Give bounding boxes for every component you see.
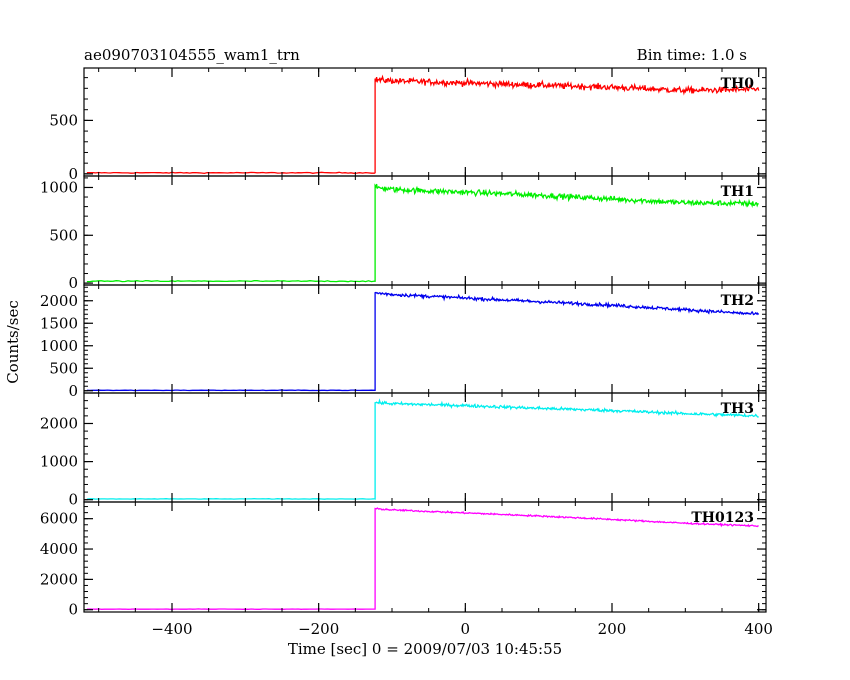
- panel-th0: 0 500 TH0: [49, 67, 767, 183]
- panel-frame: [83, 392, 767, 503]
- panel-th3: 0 1000 2000 TH3: [40, 392, 767, 509]
- series-label: TH3: [721, 401, 754, 417]
- series-label: TH0123: [691, 510, 754, 526]
- series-label: TH2: [721, 293, 754, 309]
- x-tick-label: 0: [461, 620, 471, 638]
- panel-frame: [83, 175, 767, 286]
- x-tick-label: 400: [744, 620, 773, 638]
- y-tick-label: 1500: [40, 314, 78, 332]
- y-tick-label: 1000: [40, 178, 78, 196]
- y-tick-label: 1000: [40, 337, 78, 355]
- series-line-th0: [86, 74, 760, 175]
- x-axis-title: Time [sec] 0 = 2009/07/03 10:45:55: [288, 640, 562, 658]
- panel-th2: 0 500 1000 1500 2000 TH2: [40, 284, 767, 400]
- series-line-th3: [86, 398, 759, 500]
- y-tick-label: 0: [68, 491, 78, 509]
- bin-time-label: Bin time: 1.0 s: [637, 46, 747, 64]
- panel-th1: 0 500 1000 TH1: [40, 175, 767, 292]
- y-tick-label: 500: [49, 111, 78, 129]
- x-tick-label: −200: [298, 620, 339, 638]
- y-tick-label: 2000: [40, 292, 78, 310]
- series-label: TH1: [721, 184, 754, 200]
- y-tick-label: 0: [68, 601, 78, 619]
- y-tick-label: 0: [68, 165, 78, 183]
- y-tick-label: 500: [49, 226, 78, 244]
- x-tick-label: −400: [151, 620, 192, 638]
- series-line-th1: [86, 183, 759, 283]
- panel-frame: [83, 284, 767, 394]
- figure-title: ae090703104555_wam1_trn: [84, 46, 300, 64]
- panel-frame: [83, 501, 767, 613]
- series-line-th0123: [86, 507, 759, 610]
- series-line-th2: [86, 291, 760, 392]
- series-label: TH0: [721, 76, 755, 92]
- y-tick-label: 4000: [40, 540, 78, 558]
- y-tick-label: 500: [49, 359, 78, 377]
- y-tick-label: 0: [68, 382, 78, 400]
- y-tick-label: 2000: [40, 414, 78, 432]
- y-tick-label: 6000: [40, 510, 78, 528]
- panel-th0123: 0 2000 4000 6000 TH0123: [40, 501, 767, 619]
- x-tick-label: 200: [598, 620, 627, 638]
- y-tick-label: 1000: [40, 453, 78, 471]
- y-tick-label: 2000: [40, 570, 78, 588]
- y-tick-label: 0: [68, 274, 78, 292]
- y-axis-title: Counts/sec: [4, 300, 22, 384]
